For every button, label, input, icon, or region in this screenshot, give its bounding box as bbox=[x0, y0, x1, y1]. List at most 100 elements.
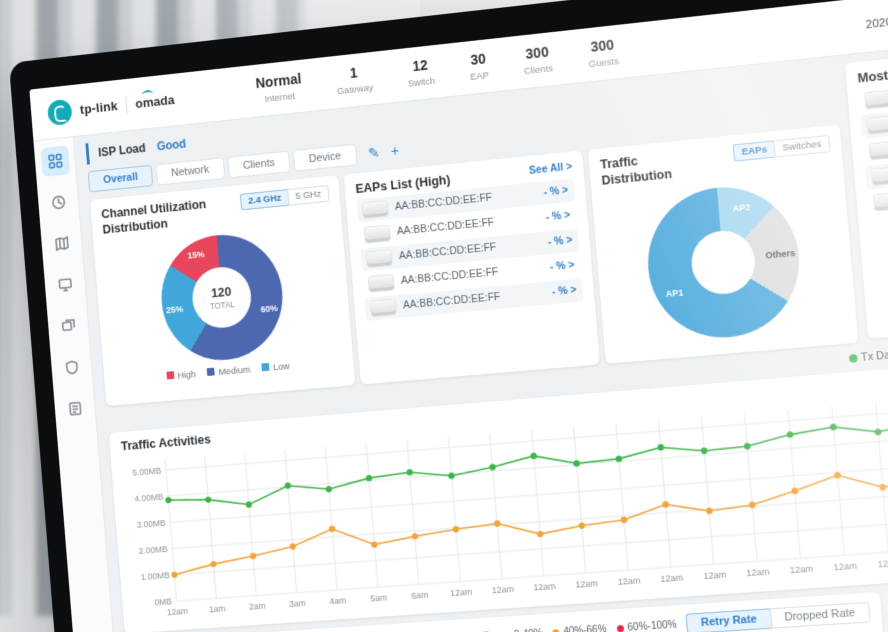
svg-text:1am: 1am bbox=[208, 603, 225, 614]
brand-divider bbox=[125, 96, 127, 113]
svg-text:12am: 12am bbox=[575, 578, 598, 590]
tplink-wordmark: tp-link bbox=[79, 98, 118, 117]
eap-utilization-value: - % > bbox=[549, 259, 575, 273]
svg-text:5am: 5am bbox=[370, 592, 388, 603]
sidebar-item-devices[interactable] bbox=[50, 269, 80, 300]
monitor-icon bbox=[57, 276, 73, 293]
brand: tp-link omada bbox=[47, 82, 225, 126]
tx-dot bbox=[848, 354, 857, 363]
stat-clients: 300 Clients bbox=[522, 43, 553, 77]
channel-panel-title: Channel Utilization Distribution bbox=[101, 196, 225, 238]
access-point-icon bbox=[867, 116, 888, 134]
access-point-icon bbox=[874, 192, 888, 210]
shield-icon bbox=[64, 359, 80, 376]
toggle-eaps[interactable]: EAPs bbox=[733, 140, 775, 161]
sidebar-item-map[interactable] bbox=[47, 228, 77, 259]
stat-eap: 30 EAP bbox=[468, 50, 489, 83]
stat-label: EAP bbox=[470, 70, 490, 83]
tab-network[interactable]: Network bbox=[156, 157, 225, 185]
eaps-list: AA:BB:CC:DD:EE:FF - % > AA:BB:CC:DD:EE:FF -… bbox=[356, 178, 583, 320]
access-point-icon bbox=[371, 299, 396, 316]
donut-slice-label: AP2 bbox=[732, 202, 751, 214]
traffic-dist-title: Traffic Distribution bbox=[600, 149, 693, 189]
stat-label: Switch bbox=[407, 76, 435, 90]
log-icon bbox=[67, 400, 83, 417]
toggle-5ghz[interactable]: 5 GHz bbox=[287, 185, 329, 206]
eap-mac-address: AA:BB:CC:DD:EE:FF bbox=[396, 217, 494, 238]
legend-swatch-high bbox=[166, 371, 174, 379]
eap-mac-address: AA:BB:CC:DD:EE:FF bbox=[399, 241, 497, 262]
date-range[interactable]: 2020-04-30~2020-6-30 bbox=[865, 5, 888, 31]
stat-guests: 300 Guests bbox=[587, 36, 620, 70]
legend-tx-data: Tx Data bbox=[848, 348, 888, 364]
legend-swatch-medium bbox=[207, 368, 215, 376]
legend-0-40: 0-40% bbox=[503, 628, 543, 632]
legend-label: 40%-66% bbox=[563, 623, 607, 632]
svg-text:0MB: 0MB bbox=[154, 596, 172, 607]
legend-40-66: 40%-66% bbox=[552, 623, 607, 632]
donut-center bbox=[689, 228, 757, 296]
sidebar-item-statistics[interactable] bbox=[43, 187, 73, 219]
sidebar-item-insight[interactable] bbox=[57, 352, 87, 383]
stat-value: 1 bbox=[349, 64, 358, 80]
legend-label: 0-40% bbox=[514, 628, 543, 632]
retry-rate-button[interactable]: Retry Rate bbox=[686, 608, 771, 632]
traffic-distribution-donut: AP2 Others AP1 bbox=[642, 181, 805, 344]
svg-text:12am: 12am bbox=[703, 569, 727, 581]
stat-value: 30 bbox=[470, 50, 487, 67]
access-point-icon bbox=[365, 225, 390, 242]
edit-pencil-icon[interactable]: ✎ bbox=[367, 144, 380, 162]
orange-dot bbox=[552, 629, 560, 632]
stat-switch: 12 Switch bbox=[406, 56, 436, 89]
legend-medium: Medium bbox=[207, 365, 251, 379]
isp-load-value[interactable]: Good bbox=[156, 137, 186, 154]
omada-wordmark: omada bbox=[135, 92, 175, 111]
eap-mac-address: AA:BB:CC:DD:EE:FF bbox=[403, 291, 501, 312]
add-tab-button[interactable]: + bbox=[390, 142, 399, 159]
svg-text:2am: 2am bbox=[248, 600, 265, 611]
tab-overall[interactable]: Overall bbox=[88, 165, 154, 193]
donut-total-label: TOTAL bbox=[209, 299, 235, 311]
svg-text:2.00MB: 2.00MB bbox=[138, 544, 168, 556]
svg-text:4.00MB: 4.00MB bbox=[134, 491, 164, 503]
tab-device[interactable]: Device bbox=[293, 144, 357, 172]
svg-text:1.00MB: 1.00MB bbox=[140, 570, 170, 582]
access-point-icon bbox=[363, 201, 388, 218]
dashboard-screen: tp-link omada Normal Internet 1 Gateway 12… bbox=[29, 0, 888, 632]
donut-center: 120 TOTAL bbox=[190, 265, 253, 331]
donut-slice-label: Others bbox=[765, 247, 796, 260]
svg-text:12am: 12am bbox=[789, 563, 813, 575]
legend-60-100: 60%-100% bbox=[616, 619, 677, 632]
eap-utilization-value: - % > bbox=[547, 234, 573, 248]
svg-text:12am: 12am bbox=[746, 566, 770, 578]
stat-label: Clients bbox=[524, 63, 554, 77]
dropped-rate-button[interactable]: Dropped Rate bbox=[769, 602, 870, 629]
eap-utilization-value: - % > bbox=[552, 284, 578, 298]
donut-slice-label: 25% bbox=[166, 304, 184, 315]
pie-clock-icon bbox=[50, 194, 66, 211]
legend-low: Low bbox=[261, 361, 290, 374]
svg-text:12am: 12am bbox=[660, 572, 684, 584]
toggle-24ghz[interactable]: 2.4 GHz bbox=[240, 189, 289, 210]
stat-internet: Normal Internet bbox=[255, 71, 303, 106]
stat-label: Guests bbox=[588, 56, 619, 70]
legend-label: Tx Data bbox=[861, 348, 888, 363]
eap-utilization-value: - % > bbox=[545, 209, 571, 223]
sidebar-item-dashboard[interactable] bbox=[40, 145, 70, 177]
legend-label: Medium bbox=[218, 365, 251, 378]
devices-stack-icon bbox=[60, 318, 76, 335]
svg-text:12am: 12am bbox=[166, 606, 188, 617]
toggle-switches[interactable]: Switches bbox=[773, 135, 830, 158]
donut-slice-label: AP1 bbox=[665, 287, 684, 299]
sidebar-item-clients[interactable] bbox=[53, 310, 83, 341]
tab-clients[interactable]: Clients bbox=[227, 151, 291, 179]
svg-text:3.00MB: 3.00MB bbox=[136, 517, 166, 529]
red-dot bbox=[616, 624, 624, 631]
see-all-link[interactable]: See All > bbox=[529, 161, 573, 177]
access-point-icon bbox=[869, 141, 888, 159]
sidebar-item-log[interactable] bbox=[60, 393, 90, 424]
svg-text:12am: 12am bbox=[833, 560, 857, 572]
traffic-distribution-panel: Traffic Distribution EAPs Switches AP2 Ot… bbox=[588, 125, 858, 364]
svg-text:3am: 3am bbox=[289, 598, 306, 609]
legend-label: Low bbox=[273, 361, 290, 373]
